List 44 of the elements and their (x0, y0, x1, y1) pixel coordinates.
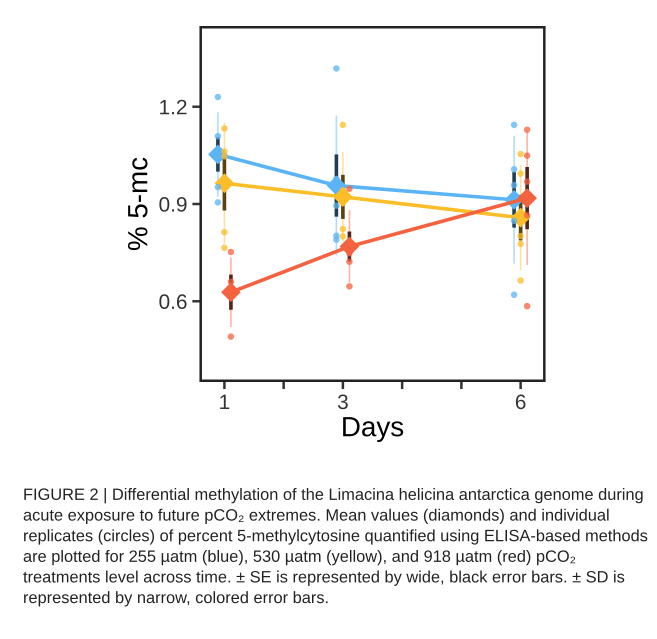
point (221, 228, 228, 236)
x-tick-label: 3 (338, 394, 348, 410)
point (517, 170, 524, 177)
point (524, 212, 530, 219)
point (346, 186, 353, 192)
point (524, 126, 530, 134)
point (510, 182, 518, 188)
y-tick-label: 0.9 (159, 197, 187, 212)
point (517, 240, 524, 248)
point (510, 166, 518, 173)
point (524, 152, 530, 159)
point (524, 178, 530, 185)
point (333, 65, 340, 72)
caption: FIGURE 2 | Differential methylation of the Limacina helicina antarctica genome during acute exposure to future pCO₂ extremes. Mean values (diamonds) and individual replicates (circles) of percent 5-methylcytosine quantified using ELISA-based methods are plotted for 255 µatm (blue), 530 µatm (yellow), and 918 µatm (red) pCO₂ treatments level across time. ± SE is represented by wide, black error bars. ± SD is represented by narrow, colored error bars. (23, 488, 648, 606)
point (340, 226, 346, 232)
x-tick-label: 6 (516, 394, 526, 410)
point (333, 236, 340, 243)
point (346, 258, 353, 265)
y-tick-label: 1.2 (160, 100, 186, 114)
point (221, 153, 228, 160)
point (228, 333, 234, 340)
point (340, 122, 346, 128)
point (346, 283, 353, 290)
point (214, 94, 222, 100)
point (510, 292, 518, 298)
point (340, 233, 346, 240)
x-tick-label: 1 (220, 394, 230, 410)
point (214, 132, 222, 140)
point (228, 248, 234, 256)
point (214, 199, 222, 206)
point (510, 218, 518, 224)
point (333, 202, 340, 209)
point (517, 150, 524, 158)
point (517, 277, 524, 284)
point (517, 232, 524, 240)
y-tick-label: 0.6 (159, 294, 187, 310)
point (221, 125, 228, 132)
point (228, 278, 234, 286)
point (524, 302, 530, 310)
y-axis-title: % 5-mc (128, 158, 148, 250)
point (221, 244, 228, 252)
point (510, 122, 518, 128)
point (214, 184, 222, 190)
x-axis-title: Days (343, 417, 404, 442)
